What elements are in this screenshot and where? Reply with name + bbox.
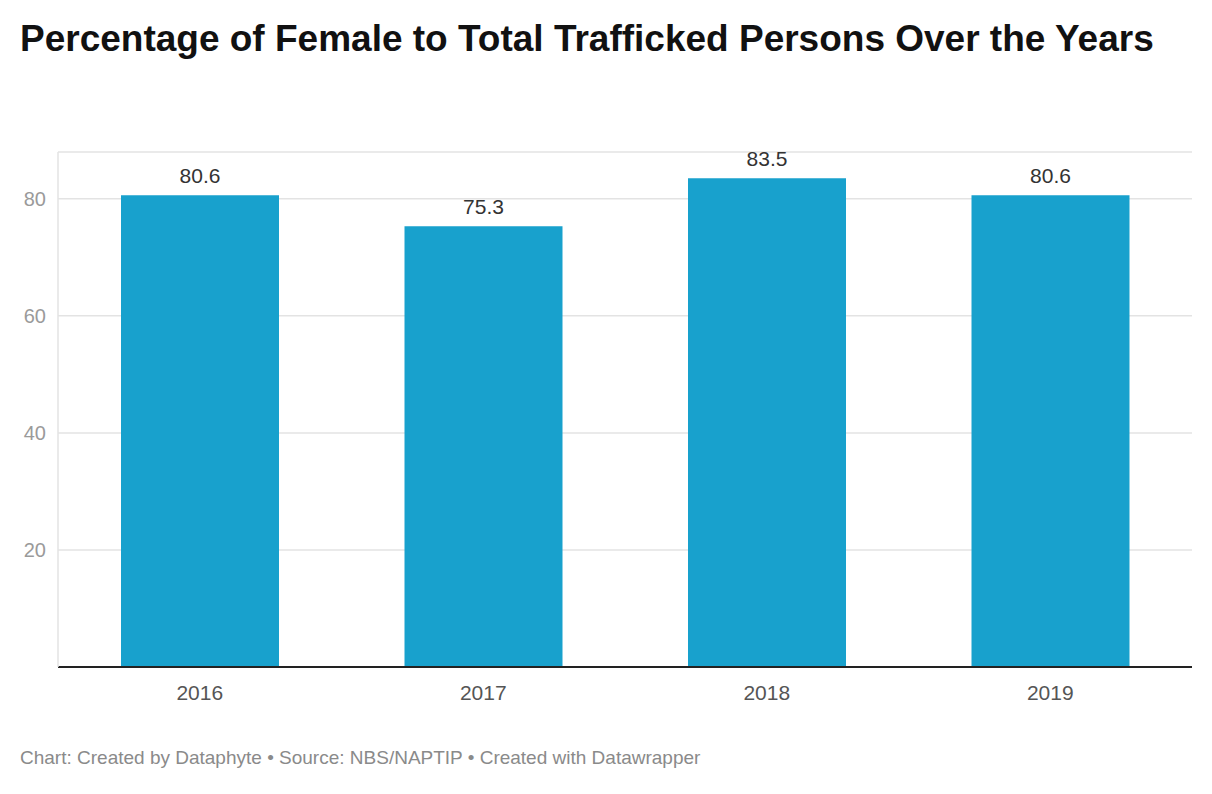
svg-text:40: 40 [24, 422, 46, 444]
svg-text:83.5: 83.5 [747, 147, 788, 170]
html-text:Chart: Created by Dataphyte •: Chart: Created by Dataphyte • Source: NB… [20, 747, 701, 768]
svg-text:2019: 2019 [1027, 681, 1074, 704]
svg-text:75.3: 75.3 [463, 195, 504, 218]
svg-text:80.6: 80.6 [1030, 164, 1071, 187]
html-text:Percentage of Female to Total: Percentage of Female to Total Trafficked… [20, 18, 1154, 59]
svg-text:20: 20 [24, 539, 46, 561]
svg-text:60: 60 [24, 305, 46, 327]
svg-text:80: 80 [24, 188, 46, 210]
svg-text:2018: 2018 [743, 681, 790, 704]
svg-text:80.6: 80.6 [180, 164, 221, 187]
svg-text:2017: 2017 [460, 681, 507, 704]
svg-text:2016: 2016 [176, 681, 223, 704]
